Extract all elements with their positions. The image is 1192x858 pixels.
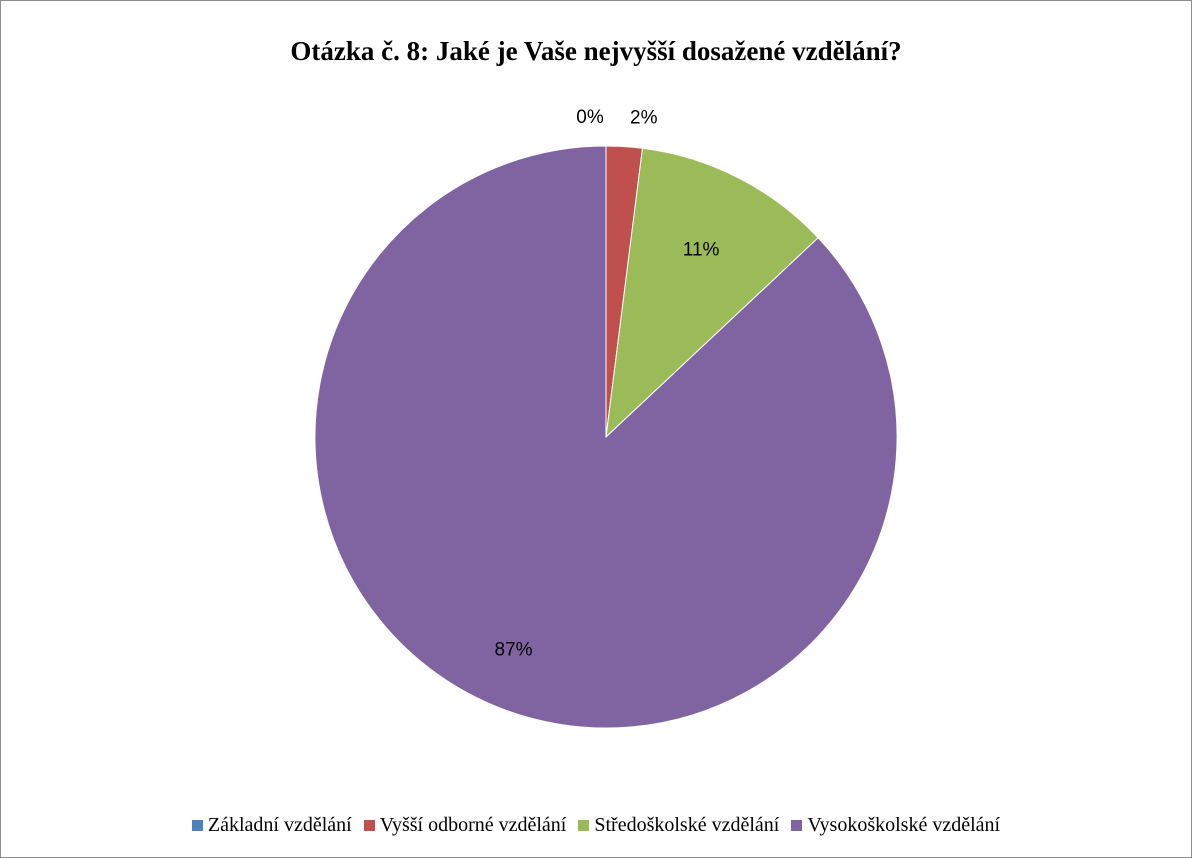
legend: Základní vzdělání Vyšší odborné vzdělání S… xyxy=(0,814,1192,837)
legend-item-zakladni: Základní vzdělání xyxy=(191,814,352,837)
legend-item-stredoskolske: Středoškolské vzdělání xyxy=(578,814,779,837)
data-label-vysokoskolske: 87% xyxy=(495,640,533,661)
legend-swatch-stredoskolske xyxy=(578,820,590,831)
legend-swatch-zakladni xyxy=(191,820,203,831)
pie-slice-vysokoskolske xyxy=(314,145,898,729)
chart-title: Otázka č. 8: Jaké je Vaše nejvyšší dosaž… xyxy=(290,36,902,66)
legend-swatch-vyssi-odborne xyxy=(363,820,375,831)
pie-slice-stredoskolske xyxy=(605,147,819,439)
legend-swatch-vysokoskolske xyxy=(791,820,803,831)
legend-label-stredoskolske: Středoškolské vzdělání xyxy=(594,814,780,836)
pie-chart: 0% 2% 11% 87% xyxy=(314,107,898,729)
legend-item-vysokoskolske: Vysokoškolské vzdělání xyxy=(791,814,1000,837)
data-label-stredoskolske: 11% xyxy=(683,239,720,260)
data-label-vyssi-odborne: 2% xyxy=(630,108,658,129)
legend-label-zakladni: Základní vzdělání xyxy=(207,814,352,836)
legend-item-vyssi-odborne: Vyšší odborné vzdělání xyxy=(363,814,567,837)
legend-label-vysokoskolske: Vysokoškolské vzdělání xyxy=(807,814,1001,836)
legend-label-vyssi-odborne: Vyšší odborné vzdělání xyxy=(379,814,567,836)
data-label-zakladni: 0% xyxy=(576,107,604,128)
